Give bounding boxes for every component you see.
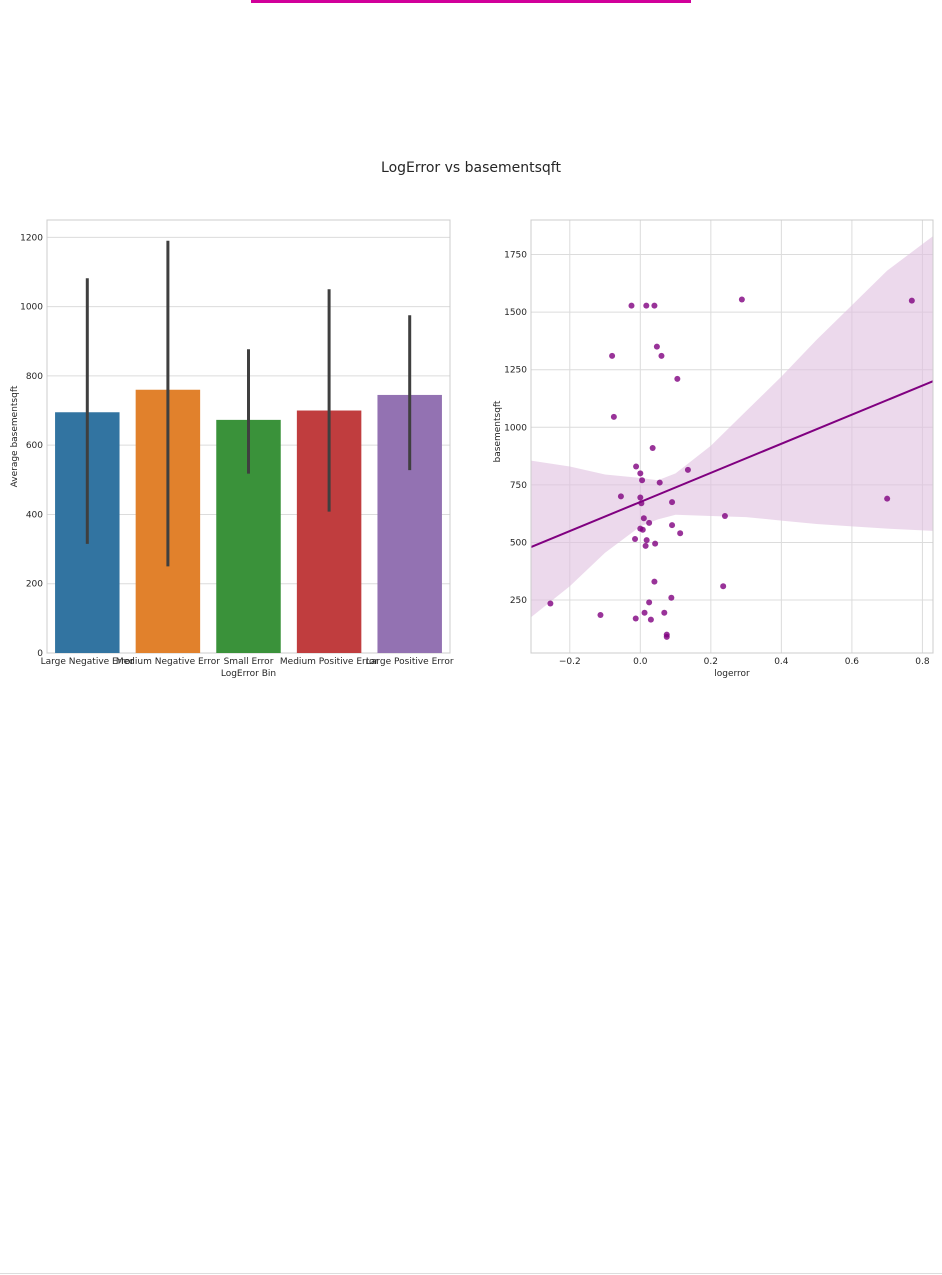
data-point xyxy=(638,500,645,507)
data-point xyxy=(639,477,646,484)
data-point xyxy=(658,352,665,359)
data-point xyxy=(663,633,670,640)
data-point xyxy=(617,493,624,500)
data-point xyxy=(668,594,675,601)
x-tick-label: 0.6 xyxy=(845,657,860,667)
data-point xyxy=(884,495,891,502)
y-tick-label: 1500 xyxy=(504,308,527,318)
data-point xyxy=(646,599,653,606)
data-point xyxy=(547,600,554,607)
data-point xyxy=(684,466,691,473)
y-tick-label: 1750 xyxy=(504,251,527,261)
data-point xyxy=(609,352,616,359)
x-tick-label: Small Error xyxy=(224,657,274,667)
data-point xyxy=(651,302,658,309)
data-point xyxy=(633,463,640,470)
x-axis-label: LogError Bin xyxy=(221,669,276,679)
data-point xyxy=(640,515,647,522)
data-point xyxy=(720,583,727,590)
y-tick-label: 250 xyxy=(510,596,527,606)
data-point xyxy=(639,526,646,533)
y-tick-label: 1200 xyxy=(20,233,43,243)
y-tick-label: 0 xyxy=(37,649,43,659)
data-point xyxy=(669,522,676,529)
data-point xyxy=(643,537,650,544)
data-point xyxy=(908,297,915,304)
data-point xyxy=(656,479,663,486)
y-tick-label: 1250 xyxy=(504,366,527,376)
data-point xyxy=(632,615,639,622)
data-point xyxy=(677,530,684,537)
data-point xyxy=(637,494,644,501)
scatter-regression-chart: 250 500 750 1000 1250 1500 1750 −0.2 0.0 0.2 0.4 0.… xyxy=(493,219,934,679)
x-tick-label: Large Positive Error xyxy=(366,657,454,667)
x-tick-label: Medium Positive Error xyxy=(280,657,379,667)
y-axis-label: Average basementsqft xyxy=(10,385,20,487)
x-tick-label: 0.2 xyxy=(704,657,718,667)
x-tick-label: −0.2 xyxy=(559,657,581,667)
data-point xyxy=(646,519,653,526)
data-point xyxy=(661,609,668,616)
data-point xyxy=(637,470,644,477)
data-point xyxy=(647,616,654,623)
data-point xyxy=(652,540,659,547)
bottom-divider xyxy=(0,1273,942,1274)
y-tick-label: 800 xyxy=(26,372,43,382)
data-point xyxy=(643,302,650,309)
data-point xyxy=(641,609,648,616)
data-point xyxy=(738,296,745,303)
bar-chart: 0 200 400 600 800 1000 1200 Large Negative Erro… xyxy=(10,219,454,679)
data-point xyxy=(653,343,660,350)
y-tick-label: 200 xyxy=(26,580,43,590)
data-point xyxy=(669,499,676,506)
x-tick-label: 0.4 xyxy=(774,657,789,667)
y-tick-label: 400 xyxy=(26,510,43,520)
data-point xyxy=(597,611,604,618)
plot-frame xyxy=(530,219,934,654)
x-tick-label: 0.8 xyxy=(915,657,930,667)
data-point xyxy=(628,302,635,309)
x-tick-label: Large Negative Error xyxy=(41,657,135,667)
x-tick-label: Medium Negative Error xyxy=(116,657,220,667)
y-tick-label: 1000 xyxy=(20,303,43,313)
x-axis-label: logerror xyxy=(714,669,750,679)
y-tick-label: 600 xyxy=(26,441,43,451)
confidence-band xyxy=(531,236,933,618)
data-point xyxy=(649,445,656,452)
data-point xyxy=(632,535,639,542)
y-axis-label: basementsqft xyxy=(493,400,503,462)
y-tick-label: 750 xyxy=(510,481,527,491)
x-tick-label: 0.0 xyxy=(633,657,648,667)
top-accent-bar xyxy=(251,0,691,3)
y-tick-label: 500 xyxy=(510,538,527,548)
data-point xyxy=(721,512,728,519)
data-point xyxy=(642,542,649,549)
data-point xyxy=(651,578,658,585)
regression-line xyxy=(530,380,934,548)
data-point xyxy=(610,413,617,420)
y-tick-label: 1000 xyxy=(504,423,527,433)
figure-title: LogError vs basementsqft xyxy=(381,160,561,176)
data-point xyxy=(674,375,681,382)
